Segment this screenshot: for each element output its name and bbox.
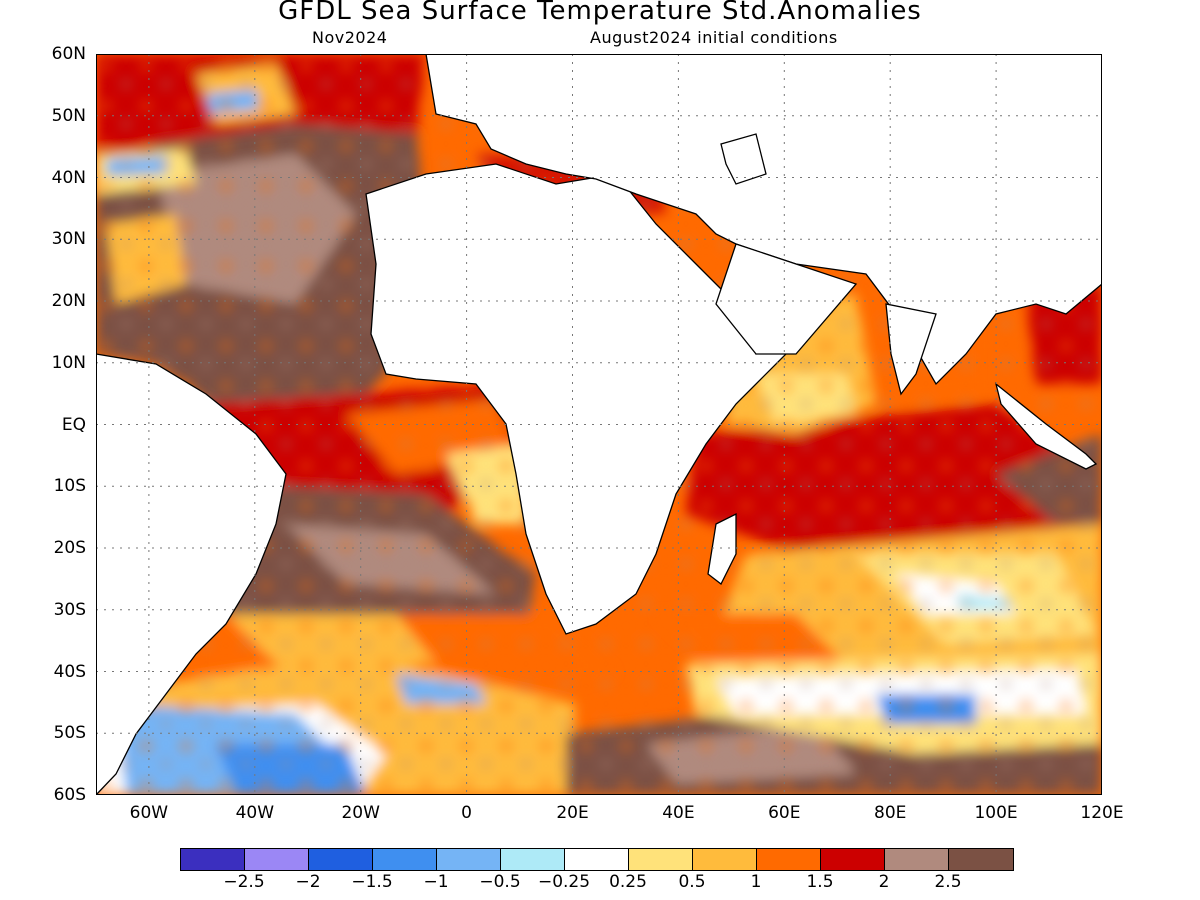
lat-tick-label: 60N xyxy=(51,44,86,64)
map-frame xyxy=(96,54,1102,795)
colorbar-swatch xyxy=(245,849,309,870)
lon-tick-label: 0 xyxy=(461,803,472,823)
colorbar-tick-label: 0.5 xyxy=(678,872,706,892)
lon-tick-label: 60E xyxy=(768,803,801,823)
lat-tick-label: 30S xyxy=(53,599,86,620)
lat-tick-label: 50N xyxy=(51,105,86,126)
lat-tick-label: 10N xyxy=(51,352,86,373)
lon-tick-label: 120E xyxy=(1080,803,1124,823)
lat-tick-label: 60S xyxy=(53,785,86,805)
lon-tick-label: 40E xyxy=(662,803,695,823)
colorbar-swatch xyxy=(821,849,885,870)
lat-tick-label: 50S xyxy=(53,723,86,744)
lat-tick-label: 30N xyxy=(51,229,86,250)
colorbar-tick-label: −2 xyxy=(295,872,321,892)
lon-tick-label: 20W xyxy=(341,803,380,823)
colorbar-swatch xyxy=(629,849,693,870)
colorbar-tick-label: −2.5 xyxy=(223,872,265,892)
colorbar-swatch xyxy=(757,849,821,870)
colorbar-tick-label: 2 xyxy=(878,872,890,892)
colorbar-swatch xyxy=(373,849,437,870)
colorbar-swatch xyxy=(437,849,501,870)
colorbar-swatch xyxy=(885,849,949,870)
colorbar-swatch xyxy=(565,849,629,870)
chart-title: GFDL Sea Surface Temperature Std.Anomali… xyxy=(278,0,922,26)
colorbar-tick-label: 2.5 xyxy=(934,872,962,892)
colorbar-tick-label: 1.5 xyxy=(806,872,834,892)
colorbar xyxy=(180,848,1014,871)
initial-conditions: August2024 initial conditions xyxy=(590,28,838,47)
colorbar-swatch xyxy=(949,849,1013,870)
lon-tick-label: 40W xyxy=(235,803,275,823)
lon-tick-label: 60W xyxy=(129,803,169,823)
forecast-month: Nov2024 xyxy=(312,28,388,47)
anomaly-map xyxy=(96,54,1102,795)
lon-tick-label: 100E xyxy=(974,803,1018,823)
colorbar-tick-label: −0.25 xyxy=(537,872,591,892)
map-canvas xyxy=(96,54,1102,795)
lat-tick-label: 40N xyxy=(51,167,86,188)
colorbar-swatch xyxy=(693,849,757,870)
lat-tick-label: 10S xyxy=(53,476,86,497)
colorbar-tick-label: −1.5 xyxy=(351,872,393,892)
lat-tick-label: 20N xyxy=(51,291,86,311)
colorbar-swatch xyxy=(309,849,373,870)
lon-tick-label: 20E xyxy=(556,803,589,823)
lon-tick-label: 80E xyxy=(874,803,907,823)
land-masses xyxy=(96,54,1102,795)
colorbar-tick-label: −1 xyxy=(423,872,449,892)
lat-tick-label: 40S xyxy=(53,661,86,682)
colorbar-tick-label: 1 xyxy=(750,872,762,892)
colorbar-tick-label: 0.25 xyxy=(609,872,647,892)
grid-lines xyxy=(96,54,1102,795)
colorbar-swatch xyxy=(181,849,245,870)
lat-tick-label: EQ xyxy=(61,414,86,435)
lat-tick-label: 20S xyxy=(53,538,86,558)
colorbar-swatch xyxy=(501,849,565,870)
colorbar-tick-label: −0.5 xyxy=(479,872,521,892)
